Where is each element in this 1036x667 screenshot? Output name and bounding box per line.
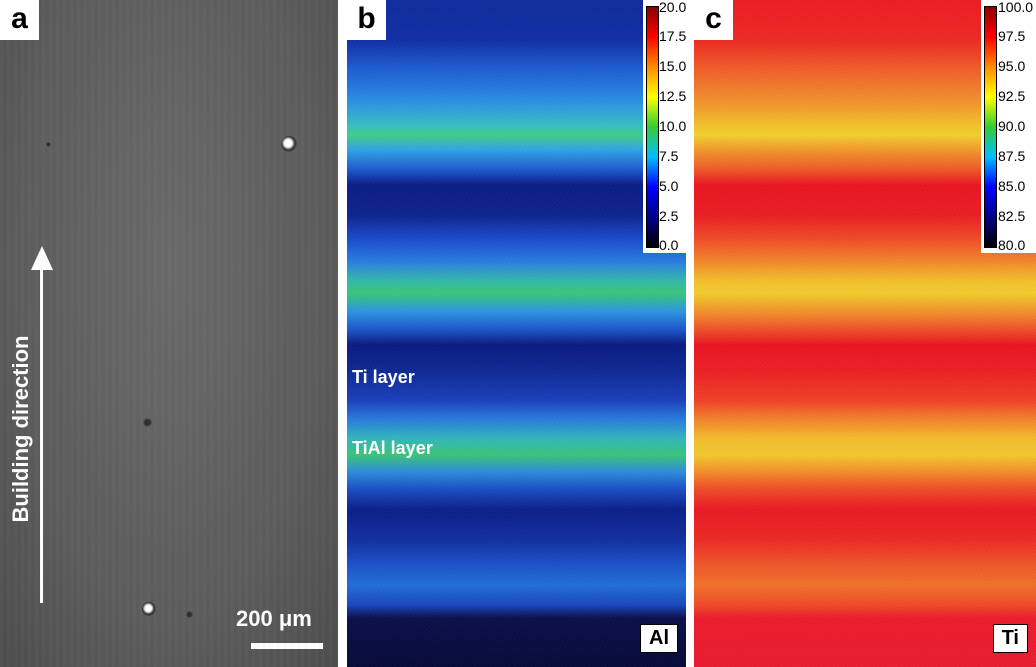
map-noise-texture <box>347 0 686 667</box>
ti-concentration-map <box>694 0 1036 667</box>
panel-b-al-map: 20.0 17.5 15.0 12.5 10.0 7.5 5.0 2.5 0.0… <box>347 0 686 667</box>
pore <box>142 602 156 616</box>
panel-c-ti-map: 100.0 97.5 95.0 92.5 90.0 87.5 85.0 82.5… <box>694 0 1036 667</box>
pore <box>281 136 297 152</box>
al-tick: 5.0 <box>659 178 679 194</box>
tial-layer-label: TiAl layer <box>352 438 433 458</box>
al-colorbar-ticks: 20.0 17.5 15.0 12.5 10.0 7.5 5.0 2.5 0.0 <box>659 0 686 253</box>
al-element-label: Al <box>640 624 678 653</box>
scale-bar-label: 200 μm <box>236 606 312 631</box>
ti-tick: 100.0 <box>998 0 1034 15</box>
pore <box>186 611 193 618</box>
pore <box>46 142 51 147</box>
scale-bar <box>251 643 323 649</box>
al-tick: 0.0 <box>659 237 679 253</box>
panel-c-letter: c <box>694 0 733 40</box>
al-tick: 12.5 <box>659 88 686 104</box>
panel-b-letter: b <box>347 0 386 40</box>
panel-a-sem-image: a Building direction 200 μm <box>0 0 338 667</box>
ti-tick: 90.0 <box>998 118 1026 134</box>
ti-tick: 95.0 <box>998 58 1026 74</box>
al-tick: 20.0 <box>659 0 686 15</box>
ti-tick: 97.5 <box>998 28 1026 44</box>
ti-tick: 85.0 <box>998 178 1026 194</box>
ti-tick: 87.5 <box>998 148 1026 164</box>
pore <box>143 418 152 427</box>
ti-tick: 80.0 <box>998 237 1026 253</box>
ti-tick: 82.5 <box>998 208 1026 224</box>
al-tick: 10.0 <box>659 118 686 134</box>
al-tick: 7.5 <box>659 148 679 164</box>
ti-colorbar <box>984 6 997 248</box>
building-direction-label: Building direction <box>8 335 33 523</box>
al-tick: 15.0 <box>659 58 686 74</box>
al-tick: 2.5 <box>659 208 679 224</box>
ti-colorbar-ticks: 100.0 97.5 95.0 92.5 90.0 87.5 85.0 82.5… <box>998 0 1036 253</box>
al-colorbar <box>646 6 659 248</box>
map-noise-texture <box>694 0 1036 667</box>
arrow-up-icon <box>31 246 53 270</box>
panel-a-letter: a <box>0 0 39 40</box>
ti-layer-label: Ti layer <box>352 367 415 387</box>
al-concentration-map <box>347 0 686 667</box>
building-direction-arrow <box>40 265 43 603</box>
al-tick: 17.5 <box>659 28 686 44</box>
ti-tick: 92.5 <box>998 88 1026 104</box>
ti-element-label: Ti <box>992 624 1028 653</box>
